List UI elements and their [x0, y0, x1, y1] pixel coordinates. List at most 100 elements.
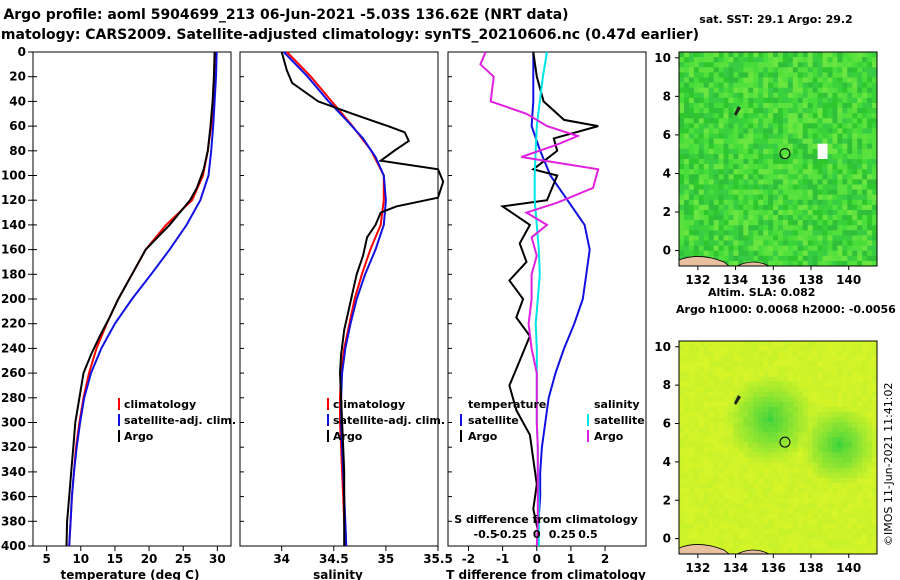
depth-tick-label: 140 — [1, 218, 26, 232]
map-cell — [693, 204, 700, 211]
map-cell — [832, 467, 838, 474]
map-cell — [683, 381, 690, 388]
map-cell — [842, 245, 848, 252]
map-cell — [768, 260, 774, 267]
map-cell — [693, 533, 700, 540]
map-cell — [847, 209, 853, 216]
map-cell — [862, 533, 868, 540]
map-cell — [773, 457, 779, 464]
map-cell — [768, 215, 774, 221]
map-cell — [738, 381, 744, 388]
map-cell — [683, 57, 690, 63]
map-cell — [797, 67, 804, 73]
map-cell — [797, 159, 804, 165]
map-cell — [842, 225, 848, 231]
map-y-tick-label: 2 — [663, 493, 671, 507]
map-cell — [807, 391, 814, 398]
map-cell — [688, 351, 695, 357]
map-cell — [723, 503, 729, 509]
map-cell — [817, 164, 823, 170]
map-cell — [688, 209, 695, 216]
map-cell — [753, 199, 759, 206]
map-cell — [802, 82, 809, 89]
map-cell — [688, 225, 695, 231]
map-cell — [862, 447, 868, 453]
map-cell — [817, 548, 823, 555]
map-cell — [867, 401, 873, 408]
map-cell — [763, 543, 769, 550]
map-cell — [703, 406, 710, 413]
map-cell — [738, 477, 744, 484]
map-cell — [763, 483, 769, 489]
map-cell — [768, 493, 774, 499]
map-cell — [718, 240, 724, 247]
map-cell — [728, 72, 734, 78]
map-cell — [792, 118, 799, 124]
map-cell — [872, 108, 878, 114]
map-cell — [872, 128, 878, 134]
map-cell — [763, 366, 769, 372]
map-cell — [679, 538, 685, 545]
map-cell — [867, 548, 873, 555]
map-cell — [822, 118, 828, 124]
map-cell — [807, 199, 814, 206]
map-cell — [837, 92, 843, 99]
map-cell — [862, 548, 868, 555]
map-cell — [827, 153, 833, 160]
map-cell — [852, 102, 858, 109]
map-cell — [792, 123, 799, 129]
legend-satellite-label: satellite-adj. clim. — [124, 414, 236, 427]
map-cell — [827, 452, 833, 459]
map-cell — [872, 427, 878, 433]
map-cell — [832, 128, 838, 134]
map-cell — [847, 366, 853, 372]
map-cell — [768, 204, 774, 211]
map-cell — [832, 376, 838, 382]
map-cell — [743, 97, 749, 104]
map-cell — [763, 240, 769, 247]
map-cell — [708, 250, 715, 257]
s-difference-xlabel: S difference from climatology — [454, 513, 638, 526]
map-cell — [693, 225, 700, 231]
map-cell — [693, 240, 700, 247]
map-cell — [857, 220, 863, 226]
map-cell — [787, 230, 794, 236]
map-cell — [708, 97, 715, 104]
map-cell — [753, 67, 759, 73]
map-cell — [693, 432, 700, 438]
map-cell — [822, 518, 828, 524]
map-cell — [792, 503, 799, 509]
map-cell — [822, 82, 828, 89]
map-cell — [758, 82, 764, 89]
map-cell — [778, 472, 784, 479]
map-cell — [743, 57, 749, 63]
map-cell — [693, 77, 700, 83]
map-cell — [862, 240, 868, 247]
map-cell — [683, 123, 690, 129]
map-cell — [748, 92, 754, 99]
map-cell — [832, 346, 838, 352]
map-cell — [698, 508, 705, 514]
map-cell — [708, 67, 715, 73]
map-cell — [857, 533, 863, 540]
map-cell — [787, 477, 794, 484]
map-cell — [857, 255, 863, 262]
map-cell — [778, 371, 784, 377]
map-cell — [713, 194, 719, 201]
map-cell — [713, 386, 719, 393]
map-cell — [842, 235, 848, 241]
map-cell — [778, 179, 784, 185]
map-cell — [713, 255, 719, 262]
map-cell — [748, 143, 754, 150]
map-cell — [787, 366, 794, 372]
map-cell — [817, 488, 823, 494]
map-cell — [713, 396, 719, 403]
map-cell — [837, 422, 843, 428]
map-cell — [773, 533, 779, 540]
map-cell — [738, 548, 744, 555]
map-cell — [782, 472, 789, 479]
map-cell — [817, 245, 823, 252]
map-cell — [807, 376, 814, 382]
map-cell — [768, 179, 774, 185]
map-cell — [728, 87, 734, 94]
